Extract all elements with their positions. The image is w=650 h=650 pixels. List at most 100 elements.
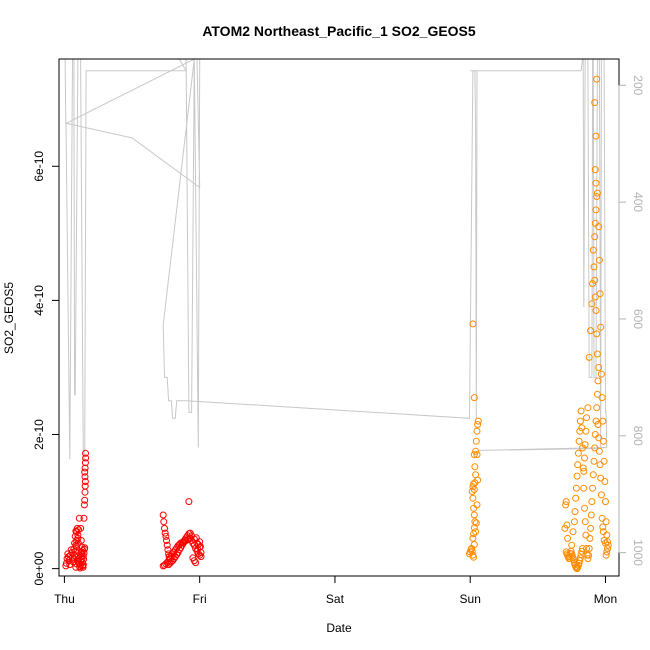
data-point-orange bbox=[589, 280, 597, 288]
data-point-orange bbox=[604, 538, 611, 546]
data-point-orange bbox=[581, 441, 589, 449]
data-point-orange bbox=[592, 307, 600, 314]
data-point-red bbox=[82, 449, 89, 457]
data-point-orange bbox=[593, 75, 601, 83]
data-point-orange bbox=[562, 498, 570, 506]
data-point-orange bbox=[469, 494, 477, 502]
data-point-orange bbox=[591, 444, 599, 452]
data-point-red bbox=[165, 553, 173, 561]
y2-tick-label: 1000 bbox=[631, 539, 645, 566]
data-point-orange bbox=[575, 437, 583, 445]
data-point-orange bbox=[469, 320, 477, 328]
data-point-orange bbox=[589, 484, 597, 492]
data-point-orange bbox=[597, 370, 605, 378]
data-point-orange bbox=[590, 457, 598, 465]
data-point-red bbox=[71, 532, 79, 540]
data-point-orange bbox=[574, 461, 582, 469]
data-point-orange bbox=[589, 471, 597, 479]
data-point-orange bbox=[582, 427, 590, 435]
data-point-orange bbox=[585, 545, 593, 552]
data-point-orange bbox=[592, 179, 600, 187]
data-point-orange bbox=[602, 518, 610, 526]
data-point-orange bbox=[591, 233, 599, 241]
data-point-orange bbox=[472, 519, 480, 527]
data-point-orange bbox=[594, 421, 602, 428]
data-point-orange bbox=[602, 551, 610, 559]
data-point-orange bbox=[603, 548, 611, 556]
data-point-orange bbox=[601, 478, 609, 485]
data-point-red bbox=[192, 534, 200, 542]
data-point-orange bbox=[588, 300, 596, 308]
data-point-orange bbox=[602, 498, 609, 506]
data-point-orange bbox=[473, 501, 481, 509]
data-point-orange bbox=[594, 377, 602, 385]
data-point-orange bbox=[599, 417, 607, 425]
data-point-orange bbox=[563, 521, 571, 529]
data-point-red bbox=[182, 534, 190, 542]
data-point-orange bbox=[474, 417, 482, 425]
data-point-red bbox=[161, 524, 168, 532]
data-point-orange bbox=[561, 524, 569, 532]
x-tick-label: Mon bbox=[594, 592, 617, 606]
data-point-red bbox=[81, 488, 89, 496]
data-point-orange bbox=[599, 523, 607, 531]
data-point-orange bbox=[470, 451, 478, 459]
data-point-orange bbox=[468, 488, 476, 495]
data-point-orange bbox=[472, 437, 480, 445]
data-point-orange bbox=[600, 457, 608, 465]
data-point-orange bbox=[587, 327, 595, 335]
data-point-orange bbox=[471, 518, 479, 526]
data-point-red bbox=[75, 552, 83, 560]
data-point-orange bbox=[584, 555, 592, 563]
data-point-red bbox=[185, 498, 193, 506]
data-point-orange bbox=[584, 404, 592, 412]
data-point-orange bbox=[591, 293, 599, 301]
x-axis: Thu Fri Sat Sun Mon bbox=[54, 575, 617, 606]
y2-tick-label: 400 bbox=[631, 192, 645, 212]
y2-tick-label: 600 bbox=[631, 309, 645, 329]
data-point-orange bbox=[569, 528, 577, 536]
data-point-orange bbox=[593, 189, 601, 197]
data-point-red bbox=[79, 561, 87, 569]
data-point-orange bbox=[591, 99, 599, 107]
data-point-orange bbox=[587, 511, 595, 519]
data-point-red bbox=[181, 536, 189, 544]
data-point-orange bbox=[580, 467, 588, 475]
y2-tick-label: 200 bbox=[631, 75, 645, 95]
x-axis-label: Date bbox=[326, 621, 352, 635]
data-point-orange bbox=[588, 498, 596, 506]
data-point-red bbox=[80, 514, 88, 522]
data-point-orange bbox=[599, 528, 607, 536]
data-point-red bbox=[163, 537, 170, 544]
data-point-red bbox=[164, 546, 172, 554]
data-point-orange bbox=[572, 494, 580, 502]
data-point-red bbox=[72, 527, 80, 535]
data-point-orange bbox=[570, 518, 578, 526]
data-point-red bbox=[196, 538, 204, 546]
data-point-orange bbox=[568, 541, 576, 549]
data-point-orange bbox=[581, 504, 588, 512]
data-point-orange bbox=[586, 534, 594, 542]
data-point-orange bbox=[470, 480, 478, 488]
points-layer bbox=[62, 75, 612, 573]
data-point-orange bbox=[470, 511, 478, 519]
data-point-red bbox=[81, 496, 89, 504]
data-point-red bbox=[81, 468, 89, 476]
data-point-orange bbox=[598, 514, 606, 522]
data-point-red bbox=[165, 561, 173, 569]
data-point-red bbox=[81, 464, 89, 472]
data-point-red bbox=[81, 478, 89, 485]
x-tick-label: Sat bbox=[326, 592, 345, 606]
data-point-orange bbox=[595, 223, 603, 231]
data-point-orange bbox=[579, 545, 586, 552]
data-point-orange bbox=[573, 472, 581, 480]
data-point-orange bbox=[582, 531, 590, 539]
data-point-red bbox=[165, 550, 173, 558]
data-point-orange bbox=[471, 463, 479, 471]
data-point-orange bbox=[472, 447, 480, 455]
data-point-red bbox=[81, 459, 89, 467]
data-point-orange bbox=[472, 528, 480, 536]
y-axis: 0e+00 2e-10 4e-10 6e-10 bbox=[32, 151, 60, 585]
data-point-orange bbox=[583, 414, 590, 422]
